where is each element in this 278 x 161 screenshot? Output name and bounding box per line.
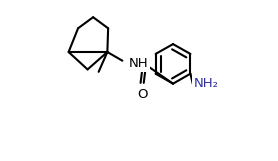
Text: O: O [137, 88, 147, 101]
Text: NH₂: NH₂ [193, 77, 219, 90]
Text: NH: NH [129, 57, 148, 70]
